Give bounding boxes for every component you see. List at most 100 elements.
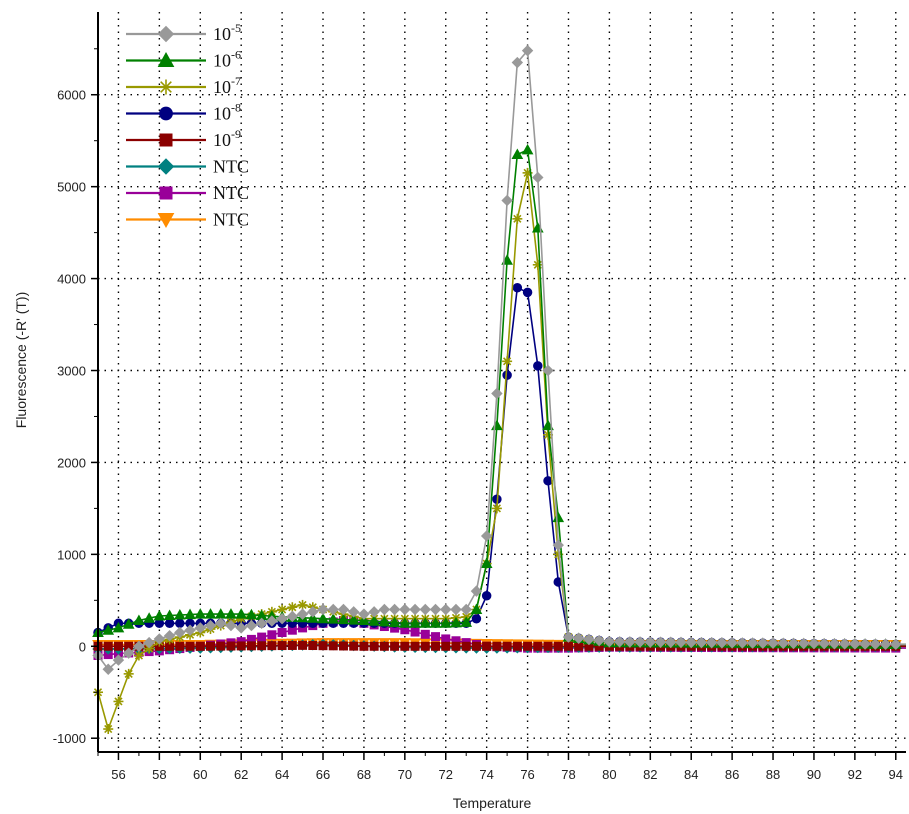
series-point [133, 640, 145, 652]
x-ticks: 56 58 60 62 64 66 68 70 72 74 76 78 80 82 84 86 88 90 92 94 [97, 752, 903, 782]
series-point [512, 213, 523, 224]
series-point [521, 143, 534, 155]
series-point [787, 637, 800, 650]
legend-label: 10-8 [213, 101, 241, 124]
series-point [441, 634, 451, 644]
series-point [798, 637, 810, 650]
legend: 10-5 10-6 10-7 10-8 10-9 NTC NTC NTC [126, 21, 249, 230]
series-point [451, 641, 461, 651]
series-point [307, 606, 319, 618]
series-point [390, 641, 400, 651]
series-point [562, 631, 575, 643]
series-point [492, 641, 502, 651]
series-point [215, 617, 227, 630]
series-point [388, 603, 401, 616]
series-point [512, 641, 522, 651]
series-point [624, 636, 636, 648]
y-ticks: -1000 0 1000 2000 3000 4000 5000 6000 [53, 48, 98, 746]
series-point [184, 624, 196, 636]
series-point [512, 283, 523, 293]
series-point [102, 663, 114, 675]
legend-entry: 10-7 [126, 74, 241, 97]
y-tick-label: 3000 [57, 364, 86, 379]
series-point [378, 615, 391, 627]
series-point [849, 638, 861, 650]
y-tick-label: 6000 [57, 88, 86, 103]
series-point [482, 641, 492, 651]
series-point [542, 364, 554, 377]
y-axis-title: Fluorescence (-R' (T)) [13, 292, 29, 428]
series-point [337, 603, 350, 616]
series-point [144, 643, 155, 654]
x-tick-label: 70 [398, 767, 412, 782]
series-point [767, 637, 779, 649]
series-point [644, 636, 657, 648]
series-point [153, 633, 166, 645]
series-point [890, 638, 902, 651]
series-point [368, 606, 380, 618]
series-point [327, 603, 339, 616]
series-point [143, 636, 155, 649]
series-point [358, 608, 370, 620]
series-point [726, 637, 738, 649]
series-point [818, 637, 830, 650]
series-point [552, 539, 564, 551]
series-point [236, 641, 246, 651]
legend-swatch-marker [159, 186, 173, 200]
series-point [359, 641, 369, 651]
series-point [317, 612, 329, 624]
series-point [328, 641, 338, 651]
series-point [122, 618, 135, 629]
x-tick-label: 88 [766, 767, 780, 782]
legend-swatch-marker [157, 51, 175, 67]
x-tick-label: 94 [889, 767, 903, 782]
series-point [185, 641, 195, 651]
series-point [777, 637, 789, 650]
series-point [123, 668, 134, 679]
series-point [257, 632, 267, 642]
series-point [431, 632, 441, 642]
series-point [471, 613, 482, 624]
series-point [533, 641, 543, 651]
series-layer [92, 44, 906, 735]
series-point [398, 617, 411, 628]
series-point [420, 629, 430, 639]
x-axis-title: Temperature [453, 795, 532, 811]
series-point [685, 636, 697, 649]
series-point [317, 603, 329, 616]
series-point [378, 603, 391, 616]
legend-entry: 10-8 [126, 101, 241, 124]
x-tick-label: 74 [479, 767, 493, 782]
series-point [450, 603, 462, 616]
series-point [511, 148, 524, 159]
series-point [441, 641, 451, 651]
legend-entry: 10-6 [126, 48, 241, 71]
series-point [297, 599, 308, 610]
series-point [164, 618, 175, 629]
series-point [461, 641, 471, 651]
series-point [184, 608, 196, 620]
series-point [654, 636, 667, 648]
legend-label: 10-9 [213, 127, 241, 150]
series-point [225, 619, 237, 632]
series-point [113, 641, 123, 651]
series-point [481, 590, 492, 601]
legend-label: NTC [213, 210, 249, 230]
series-point [163, 609, 176, 620]
series-point [480, 557, 493, 569]
y-tick-label: -1000 [53, 731, 86, 746]
series-point [552, 511, 565, 523]
x-tick-label: 66 [316, 767, 330, 782]
series-point [736, 637, 749, 649]
series-point [358, 614, 370, 626]
series-point [859, 638, 871, 650]
legend-entry: NTC [126, 210, 249, 230]
series-point [225, 608, 237, 619]
x-tick-label: 76 [520, 767, 534, 782]
series-point [235, 622, 247, 634]
legend-entry: NTC [126, 157, 249, 177]
series-point [347, 614, 360, 625]
series-point [522, 287, 533, 298]
series-point [543, 641, 553, 651]
legend-entry: 10-5 [126, 21, 241, 44]
